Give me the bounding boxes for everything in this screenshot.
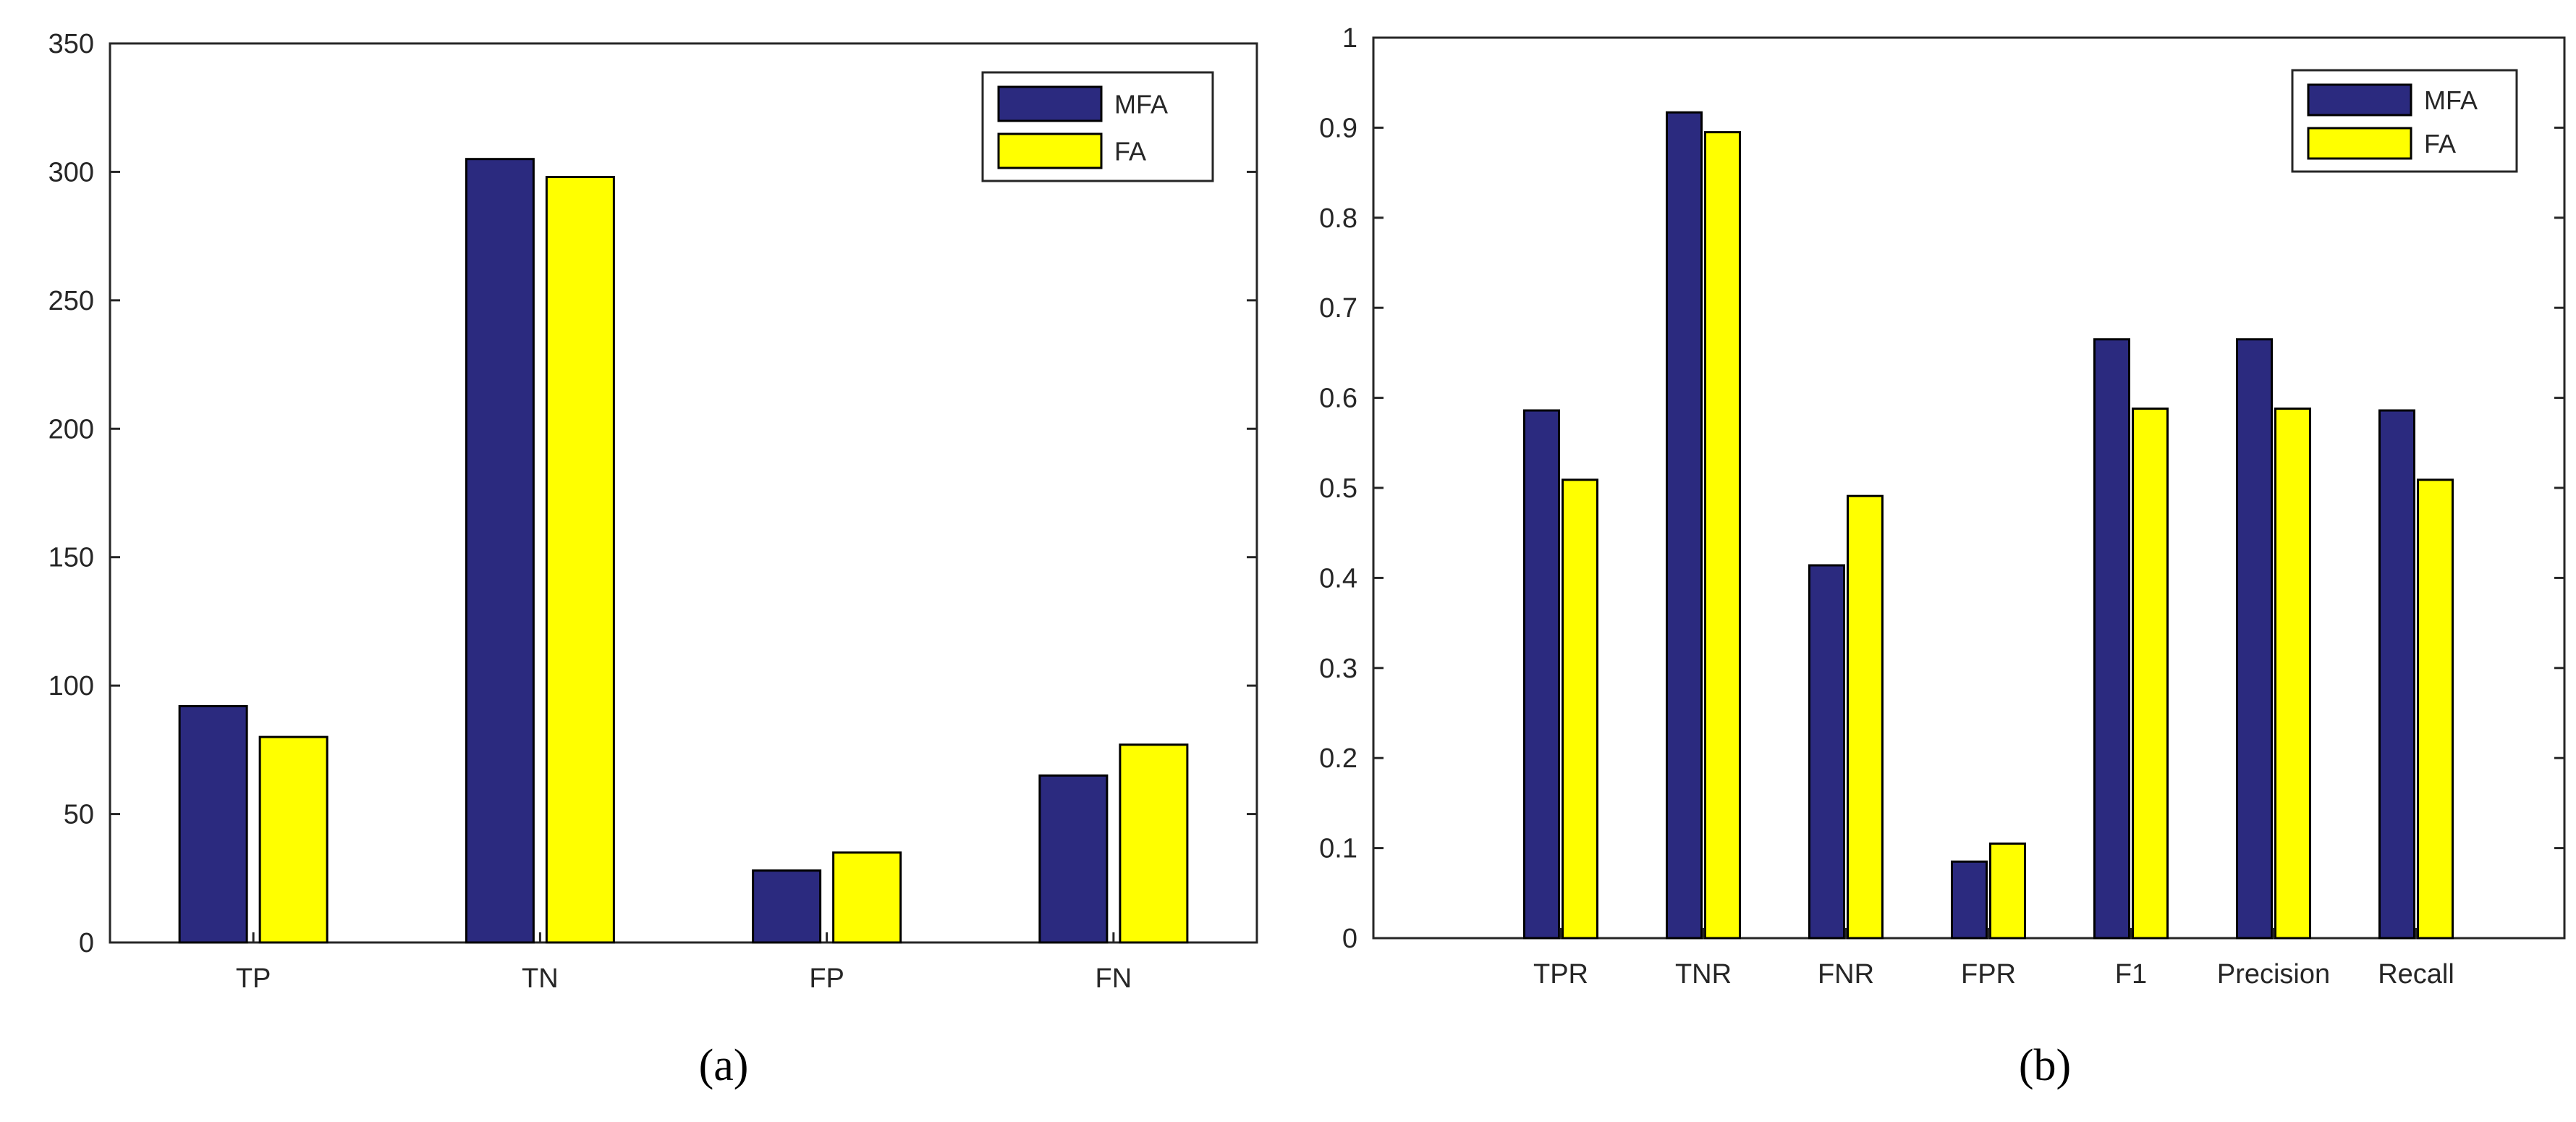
chart-b-ytick-label: 0.4: [1319, 563, 1357, 594]
chart-a-legend-label-mfa: MFA: [1114, 90, 1168, 119]
chart-b-legend-label-fa: FA: [2424, 129, 2456, 159]
chart-b-ytick-label: 0: [1342, 924, 1357, 954]
chart-b-xtick-label-fnr: FNR: [1818, 959, 1874, 990]
chart-b-bar-mfa-fnr: [1808, 564, 1845, 940]
chart-a-bar-mfa-tn: [465, 158, 535, 944]
chart-b-bar-mfa-precision: [2236, 338, 2273, 940]
chart-b: 0 0.1 0.2 0.3 0.4 0.5 0.6 0.7 0.8 0.9 1 TPR TNR FNR FP…: [1319, 23, 2566, 1090]
chart-a-bar-mfa-fn: [1038, 774, 1109, 944]
chart-b-xtick-label-f1: F1: [2115, 959, 2147, 990]
chart-a-ytick-label: 0: [79, 928, 94, 958]
chart-a-ytick-label: 350: [48, 29, 94, 59]
chart-b-bar-mfa-fpr: [1951, 860, 1988, 940]
chart-b-bar-fa-fnr: [1847, 494, 1884, 940]
chart-a-legend-swatch-fa: [997, 132, 1103, 169]
chart-b-ytick-label: 0.5: [1319, 473, 1357, 504]
chart-b-bar-fa-tnr: [1704, 131, 1741, 940]
chart-b-bar-fa-fpr: [1989, 842, 2026, 940]
chart-b-ytick-label: 1: [1342, 23, 1357, 54]
chart-a-ytick-label: 100: [48, 671, 94, 701]
chart-a-ytick-label: 200: [48, 414, 94, 444]
chart-b-caption: (b): [2019, 1041, 2071, 1090]
chart-a-ytick-label: 300: [48, 157, 94, 187]
chart-a-legend-label-fa: FA: [1114, 137, 1146, 166]
chart-b-ytick-label: 0.1: [1319, 834, 1357, 864]
chart-b-bar-mfa-tpr: [1523, 409, 1560, 940]
chart-a-xtick-label-fp: FP: [809, 963, 844, 994]
chart-a-bar-mfa-tp: [178, 705, 248, 944]
chart-b-ytick-label: 0.2: [1319, 743, 1357, 774]
chart-b-legend-swatch-mfa: [2307, 83, 2412, 117]
chart-b-bar-mfa-f1: [2093, 338, 2130, 940]
chart-a-bar-fa-tp: [258, 735, 329, 944]
chart-b-ytick-label: 0.9: [1319, 113, 1357, 143]
chart-a-xtick-label-tn: TN: [522, 963, 559, 994]
chart-b-bar-fa-f1: [2132, 408, 2169, 940]
chart-a-ytick-label: 50: [64, 800, 94, 830]
chart-b-legend-label-mfa: MFA: [2424, 85, 2478, 115]
chart-a-ytick-label: 150: [48, 543, 94, 573]
chart-b-xtick-label-tnr: TNR: [1675, 959, 1732, 990]
chart-a-caption: (a): [699, 1041, 749, 1090]
chart-b-bar-fa-recall: [2417, 478, 2454, 940]
chart-b-xtick-label-precision: Precision: [2217, 959, 2330, 990]
chart-b-ytick-label: 0.3: [1319, 654, 1357, 684]
chart-b-xtick-label-tpr: TPR: [1533, 959, 1588, 990]
chart-b-ytick-label: 0.6: [1319, 384, 1357, 414]
chart-b-xtick-label-recall: Recall: [2378, 959, 2454, 990]
chart-a: 0 50 100 150 200 250 300 350 TP TN FP FN MFA FA (a): [48, 29, 1258, 1090]
chart-b-legend: MFA FA: [2291, 69, 2518, 173]
chart-b-ytick-label: 0.8: [1319, 203, 1357, 234]
chart-a-xtick-label-tp: TP: [236, 963, 271, 994]
chart-a-legend-swatch-mfa: [997, 85, 1103, 122]
chart-a-ytick-label: 250: [48, 286, 94, 316]
chart-b-ytick-label: 0.7: [1319, 293, 1357, 324]
chart-a-legend: MFA FA: [981, 71, 1214, 182]
chart-b-bar-mfa-tnr: [1666, 111, 1703, 940]
chart-a-xtick-label-fn: FN: [1096, 963, 1132, 994]
chart-b-bar-fa-tpr: [1562, 478, 1598, 940]
chart-a-bar-fa-fn: [1119, 743, 1189, 944]
chart-a-bar-mfa-fp: [752, 869, 822, 944]
chart-a-bar-fa-fp: [832, 851, 902, 944]
chart-b-legend-swatch-fa: [2307, 127, 2412, 160]
chart-a-bar-fa-tn: [545, 176, 615, 944]
chart-b-bar-mfa-recall: [2378, 409, 2415, 940]
chart-b-xtick-label-fpr: FPR: [1961, 959, 2016, 990]
chart-b-bar-fa-precision: [2274, 408, 2311, 940]
